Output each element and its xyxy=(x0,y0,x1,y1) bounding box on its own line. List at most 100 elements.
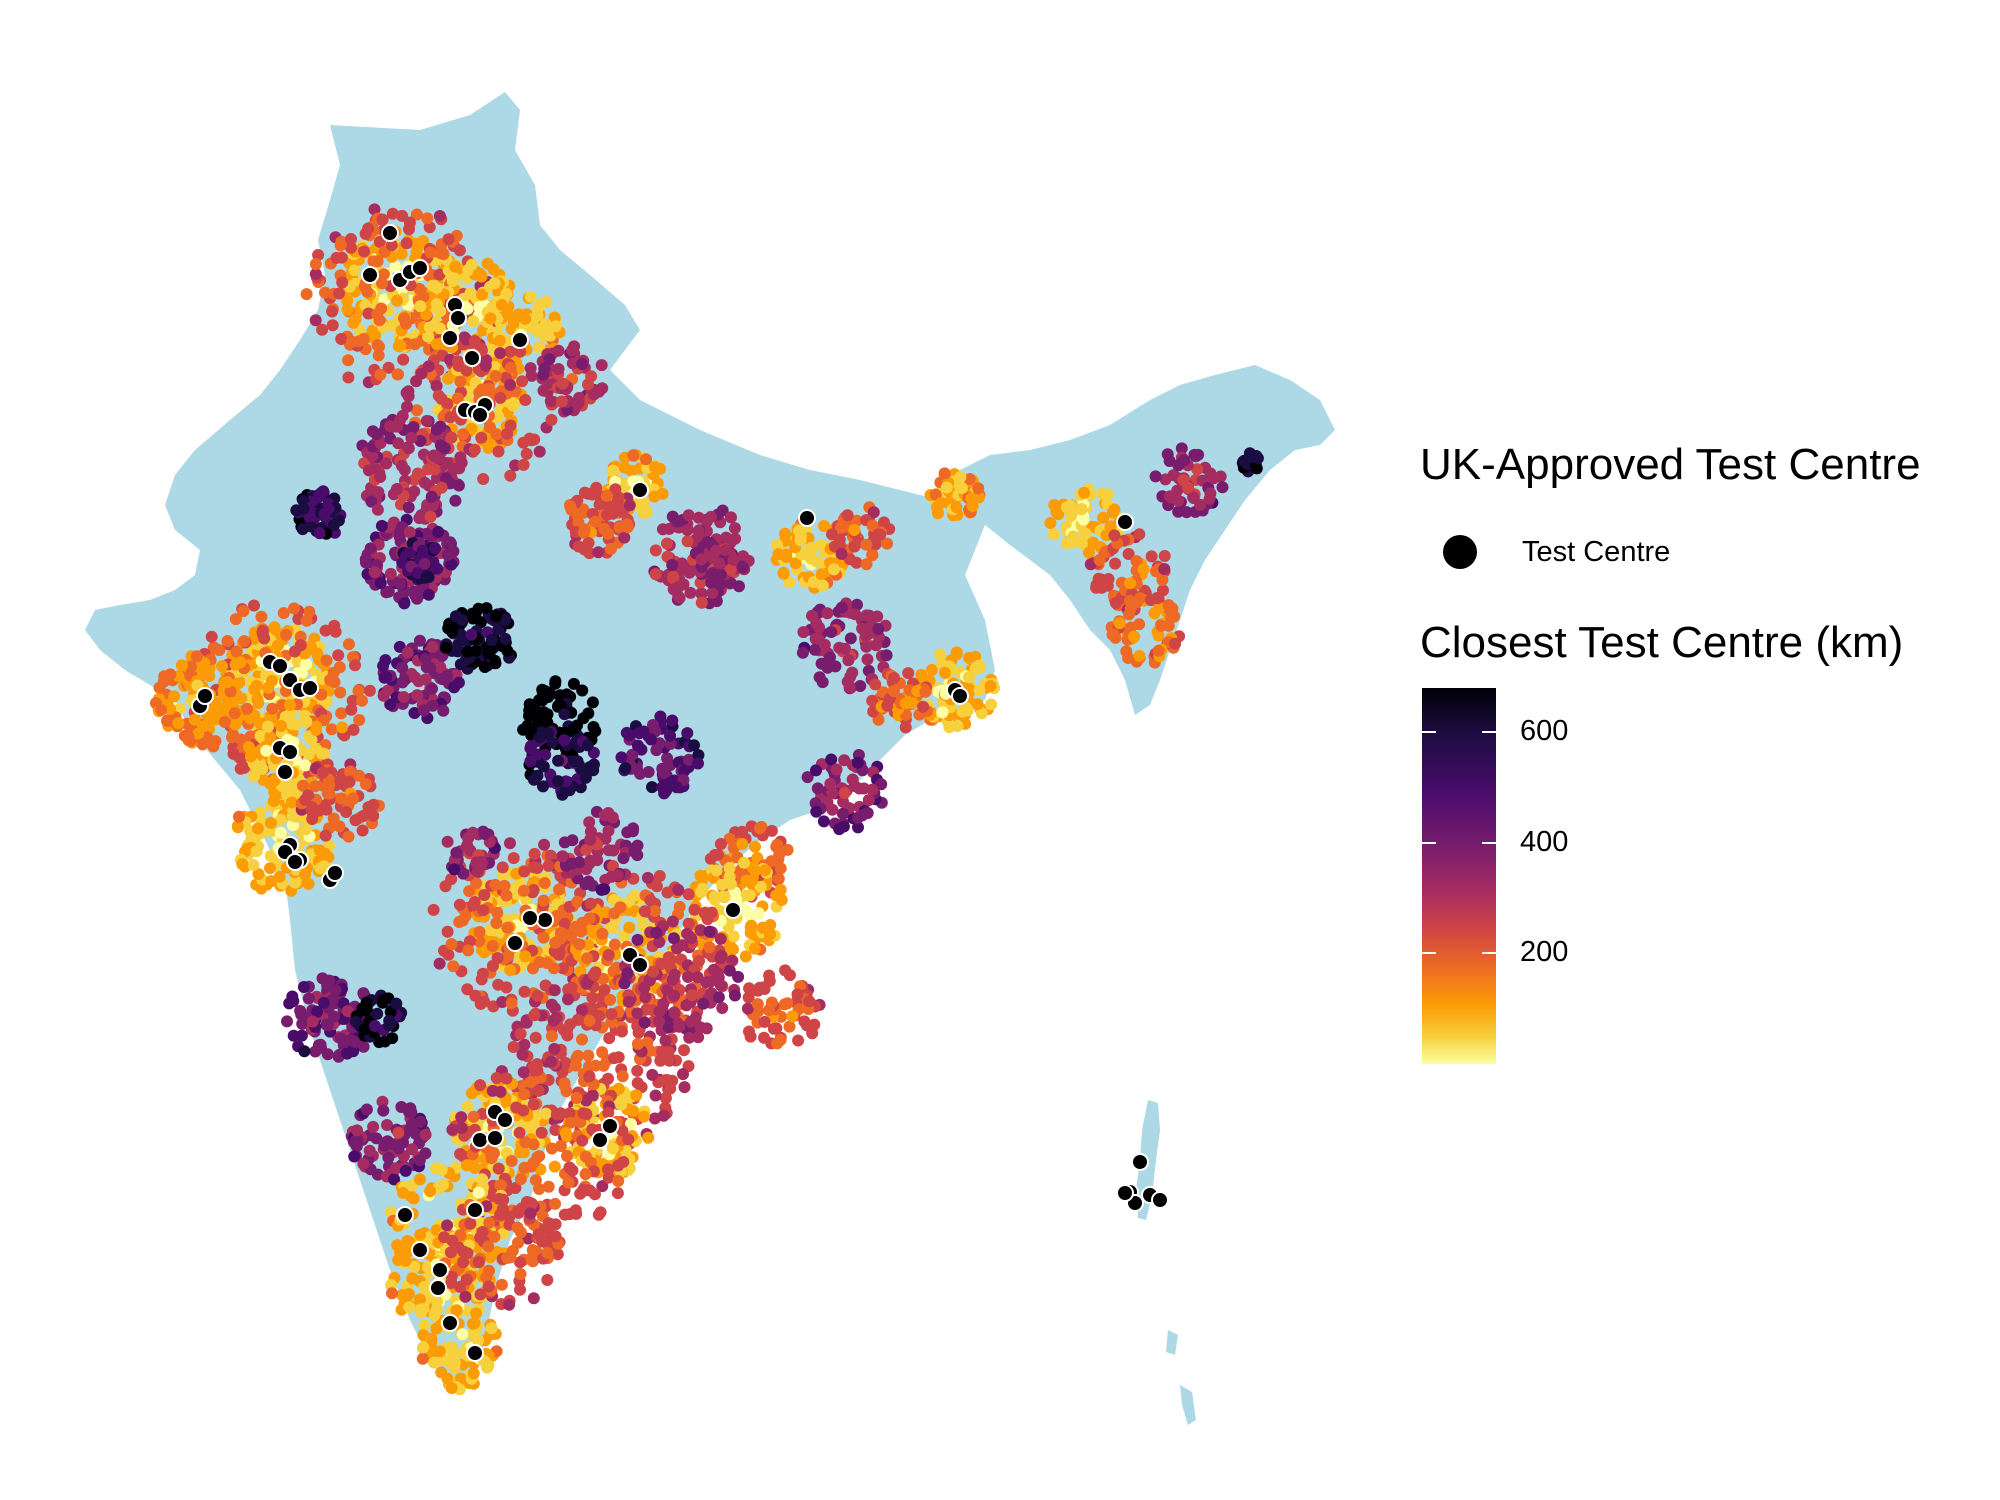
distance-point xyxy=(334,239,347,252)
distance-point xyxy=(842,654,855,667)
distance-point xyxy=(384,567,397,580)
distance-point xyxy=(342,371,355,384)
distance-point xyxy=(313,844,326,857)
distance-point xyxy=(801,771,814,784)
distance-point xyxy=(826,787,839,799)
distance-point xyxy=(347,723,360,736)
distance-point xyxy=(774,862,787,875)
distance-point xyxy=(694,576,707,589)
distance-point xyxy=(467,1367,480,1380)
distance-point xyxy=(482,1240,495,1253)
distance-point xyxy=(860,558,873,571)
distance-point xyxy=(925,663,938,676)
distance-point xyxy=(961,704,974,717)
distance-point xyxy=(419,673,432,686)
distance-point xyxy=(848,524,861,536)
distance-point xyxy=(153,681,166,694)
distance-point xyxy=(396,556,409,569)
distance-point xyxy=(714,932,727,945)
distance-point xyxy=(571,1013,584,1026)
distance-point xyxy=(748,942,761,955)
distance-point xyxy=(673,591,686,604)
distance-point xyxy=(963,473,976,485)
distance-point xyxy=(816,676,829,689)
distance-point xyxy=(1152,629,1165,642)
distance-point xyxy=(460,1273,473,1286)
distance-point xyxy=(597,1059,610,1072)
distance-point xyxy=(723,862,736,874)
distance-point xyxy=(438,1231,451,1244)
distance-point xyxy=(1133,528,1146,541)
distance-point xyxy=(670,781,683,794)
distance-point xyxy=(678,764,691,777)
distance-point xyxy=(221,676,234,689)
distance-point xyxy=(860,609,873,622)
distance-point xyxy=(678,1081,691,1094)
distance-point xyxy=(482,1280,495,1293)
distance-point xyxy=(866,783,879,796)
distance-point xyxy=(519,394,532,406)
distance-point xyxy=(398,597,411,610)
distance-point xyxy=(963,671,975,684)
distance-point xyxy=(867,506,880,519)
distance-point xyxy=(745,919,758,932)
distance-point xyxy=(716,878,728,891)
distance-point xyxy=(504,361,517,374)
distance-point xyxy=(518,884,530,897)
distance-point xyxy=(586,1089,599,1102)
distance-point xyxy=(465,258,478,271)
distance-point xyxy=(417,704,430,717)
distance-point xyxy=(268,774,281,787)
distance-point xyxy=(207,641,220,654)
distance-point xyxy=(313,527,326,540)
distance-point xyxy=(602,949,615,961)
distance-point xyxy=(556,788,569,801)
distance-point xyxy=(295,1008,308,1021)
distance-point xyxy=(444,411,457,424)
distance-point xyxy=(468,335,481,347)
distance-point xyxy=(638,1110,650,1123)
distance-point xyxy=(545,1030,558,1043)
distance-point xyxy=(449,462,462,475)
distance-point xyxy=(609,503,622,516)
distance-point xyxy=(523,704,536,717)
distance-point xyxy=(503,1298,516,1311)
distance-point xyxy=(880,649,893,662)
distance-point xyxy=(627,1104,640,1117)
distance-point xyxy=(688,903,701,916)
distance-point xyxy=(343,775,356,788)
distance-point xyxy=(198,657,211,670)
distance-point xyxy=(492,623,505,636)
distance-point xyxy=(642,1131,655,1144)
distance-point xyxy=(490,428,503,441)
distance-point xyxy=(274,826,287,839)
distance-point xyxy=(658,787,671,800)
distance-point xyxy=(392,340,405,353)
distance-point xyxy=(818,638,831,651)
distance-point xyxy=(1203,492,1216,505)
distance-point xyxy=(382,585,395,598)
distance-point xyxy=(677,1068,689,1081)
distance-point xyxy=(451,392,464,405)
distance-point xyxy=(720,531,733,544)
distance-point xyxy=(606,1142,619,1155)
distance-point xyxy=(356,824,369,837)
distance-point xyxy=(501,921,514,934)
distance-point xyxy=(460,364,473,377)
distance-point xyxy=(297,502,310,515)
distance-point xyxy=(478,995,490,1008)
distance-point xyxy=(498,879,511,892)
distance-point xyxy=(566,344,578,357)
distance-point xyxy=(492,410,505,423)
distance-point xyxy=(359,778,372,790)
distance-point xyxy=(537,931,550,944)
distance-point xyxy=(398,312,410,325)
distance-point xyxy=(552,754,565,767)
distance-point xyxy=(378,1139,391,1152)
distance-point xyxy=(374,471,387,483)
distance-point xyxy=(816,579,829,592)
distance-point xyxy=(558,734,571,747)
distance-point xyxy=(345,233,357,245)
distance-point xyxy=(1097,511,1110,524)
distance-point xyxy=(402,501,415,514)
